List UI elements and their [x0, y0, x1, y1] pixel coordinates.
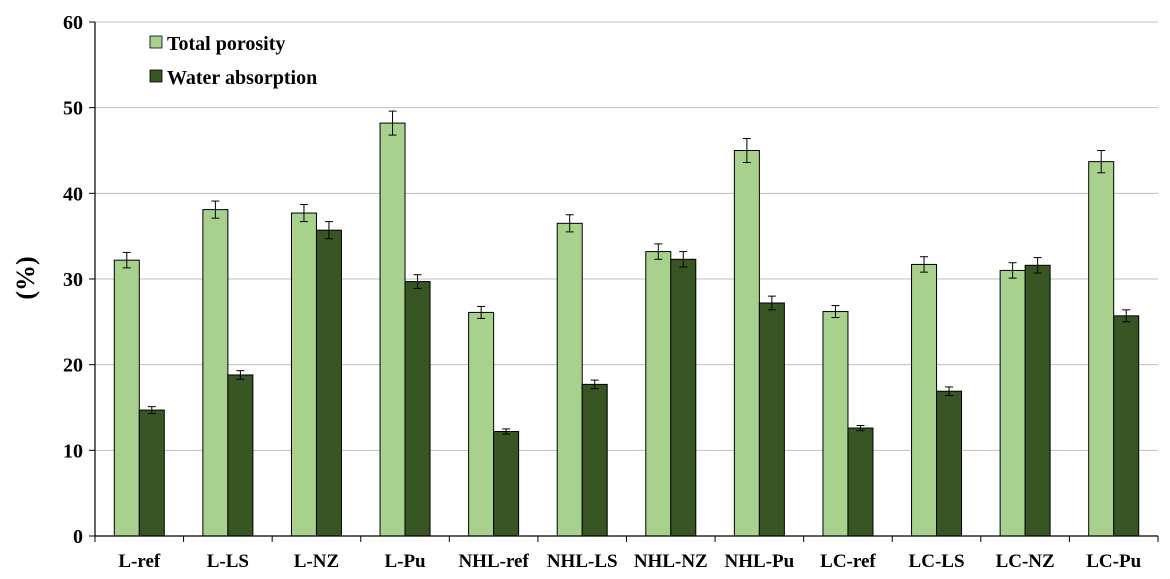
error-bar-water-absorption-l-pu [413, 274, 422, 289]
bar-water-absorption-l-nz [315, 229, 342, 537]
bar-total-porosity-lc-nz [999, 269, 1026, 537]
bar-total-porosity-lc-ref [822, 311, 849, 537]
x-tick-label: L-NZ [294, 551, 339, 572]
x-tick-label: LC-NZ [996, 551, 1055, 572]
bar-water-absorption-nhl-pu [758, 302, 785, 537]
y-tick-label: 10 [63, 440, 83, 462]
error-bar-total-porosity-nhl-ls [565, 214, 574, 233]
x-tick-label: LC-Pu [1086, 551, 1141, 572]
bar-water-absorption-lc-pu [1113, 315, 1140, 537]
error-bar-total-porosity-lc-pu [1097, 150, 1106, 174]
error-bar-water-absorption-nhl-nz [679, 251, 688, 268]
bar-water-absorption-lc-ls [936, 390, 963, 537]
error-bar-water-absorption-l-ref [147, 406, 156, 414]
error-bar-total-porosity-lc-nz [1008, 262, 1017, 279]
bar-water-absorption-lc-ref [847, 427, 874, 537]
legend-label-water-absorption: Water absorption [167, 67, 317, 89]
error-bar-total-porosity-l-ls [211, 200, 220, 219]
y-tick-label: 20 [63, 355, 83, 377]
bar-water-absorption-lc-nz [1024, 264, 1051, 537]
legend-swatch-water-absorption [149, 69, 163, 83]
error-bar-total-porosity-l-ref [122, 251, 131, 269]
bar-total-porosity-nhl-ref [468, 311, 495, 537]
y-tick-label: 0 [73, 526, 83, 548]
axes [89, 21, 1159, 542]
error-bar-water-absorption-lc-pu [1122, 309, 1131, 323]
error-bar-water-absorption-lc-ref [856, 424, 865, 432]
bar-water-absorption-nhl-nz [670, 258, 697, 537]
bar-total-porosity-l-ref [113, 259, 140, 537]
error-bar-total-porosity-nhl-nz [654, 243, 663, 260]
x-tick-label: LC-LS [909, 551, 965, 572]
error-bar-total-porosity-lc-ref [831, 305, 840, 319]
legend: Total porosity Water absorption [149, 33, 317, 89]
x-tick-label: NHL-Pu [725, 551, 795, 572]
bar-water-absorption-l-ls [227, 374, 254, 537]
error-bar-water-absorption-lc-ls [945, 386, 954, 397]
x-tick-label: L-LS [207, 551, 249, 572]
y-tick-label: 40 [63, 183, 83, 205]
x-tick-label: NHL-LS [547, 551, 618, 572]
x-tick-label: NHL-ref [458, 551, 529, 572]
legend-swatch-total-porosity [149, 35, 163, 49]
x-tick-labels: L-ref L-LS L-NZ L-Pu NHL-ref NHL-LS NHL-NZ NHL-… [118, 551, 1141, 572]
bar-total-porosity-l-nz [290, 212, 317, 537]
error-bar-total-porosity-l-pu [388, 110, 397, 136]
error-bar-total-porosity-nhl-ref [477, 305, 486, 319]
bar-total-porosity-nhl-ls [556, 222, 583, 537]
bar-water-absorption-nhl-ref [493, 430, 520, 537]
error-bar-water-absorption-l-ls [236, 370, 245, 380]
bar-total-porosity-lc-ls [911, 263, 938, 537]
x-tick-label: L-ref [118, 551, 161, 572]
bar-total-porosity-lc-pu [1088, 161, 1115, 537]
x-tick-label: LC-ref [820, 551, 876, 572]
y-tick-label: 30 [63, 269, 83, 291]
bar-total-porosity-nhl-nz [645, 251, 672, 537]
error-bar-water-absorption-nhl-pu [767, 295, 776, 311]
error-bar-total-porosity-lc-ls [920, 256, 929, 273]
bar-water-absorption-l-ref [138, 409, 165, 537]
error-bar-total-porosity-nhl-pu [742, 138, 751, 163]
y-tick-labels: 0 10 20 30 40 50 60 [63, 12, 83, 548]
bar-total-porosity-l-ls [202, 209, 229, 537]
bars [113, 110, 1140, 537]
error-bar-water-absorption-l-nz [324, 221, 333, 240]
grid-lines [95, 21, 1158, 451]
bar-total-porosity-nhl-pu [733, 150, 760, 537]
bar-water-absorption-nhl-ls [581, 383, 608, 537]
error-bar-water-absorption-nhl-ref [502, 428, 511, 435]
error-bar-water-absorption-lc-nz [1033, 257, 1042, 274]
y-tick-label: 50 [63, 98, 83, 120]
bar-water-absorption-l-pu [404, 281, 431, 537]
error-bar-water-absorption-nhl-ls [590, 379, 599, 390]
y-axis-label: (%) [11, 256, 40, 299]
bar-total-porosity-l-pu [379, 122, 406, 537]
error-bar-total-porosity-l-nz [299, 203, 308, 223]
x-tick-label: L-Pu [384, 551, 426, 572]
y-tick-label: 60 [63, 12, 83, 34]
legend-label-total-porosity: Total porosity [167, 33, 285, 55]
x-tick-label: NHL-NZ [634, 551, 708, 572]
